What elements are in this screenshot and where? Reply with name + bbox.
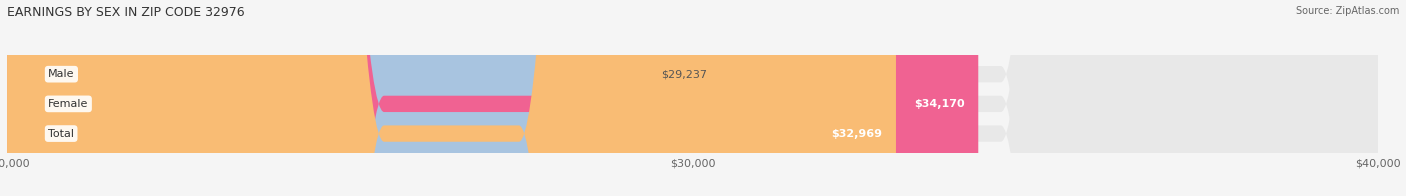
FancyBboxPatch shape <box>7 0 979 196</box>
Text: Total: Total <box>48 129 75 139</box>
FancyBboxPatch shape <box>7 0 1378 196</box>
Text: $29,237: $29,237 <box>661 69 707 79</box>
FancyBboxPatch shape <box>7 0 1378 196</box>
Text: Male: Male <box>48 69 75 79</box>
Text: Female: Female <box>48 99 89 109</box>
FancyBboxPatch shape <box>7 0 896 196</box>
FancyBboxPatch shape <box>7 0 640 196</box>
Text: $32,969: $32,969 <box>831 129 882 139</box>
Text: EARNINGS BY SEX IN ZIP CODE 32976: EARNINGS BY SEX IN ZIP CODE 32976 <box>7 6 245 19</box>
Text: Source: ZipAtlas.com: Source: ZipAtlas.com <box>1295 6 1399 16</box>
Text: $34,170: $34,170 <box>914 99 965 109</box>
FancyBboxPatch shape <box>7 0 1378 196</box>
